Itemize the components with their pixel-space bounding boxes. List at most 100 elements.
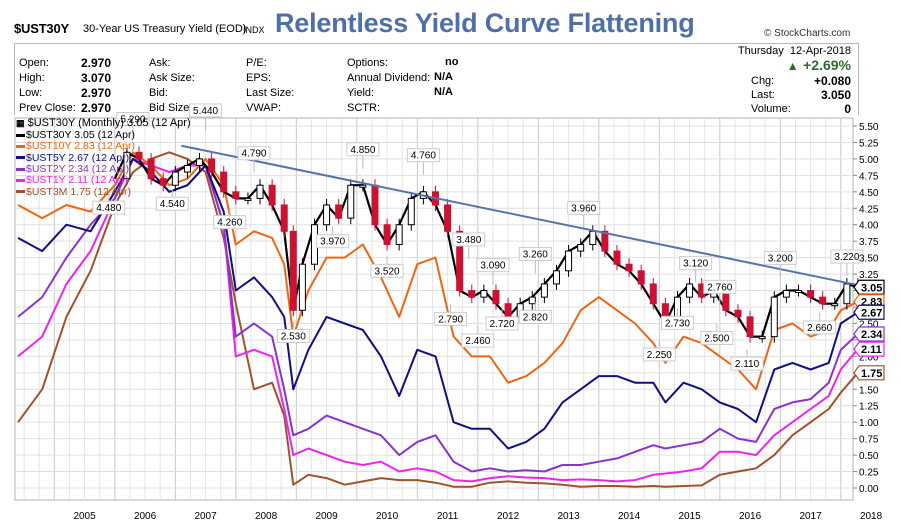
- annotation-box: [763, 250, 797, 265]
- candle-body: [280, 204, 288, 232]
- series-line-ust5y: [17, 157, 859, 450]
- last-value-tag: 2.34: [853, 326, 885, 342]
- candle-body: [565, 250, 573, 272]
- annotation-box: [518, 309, 552, 324]
- candle-body: [395, 224, 403, 245]
- yield-label: Yield:: [347, 87, 375, 99]
- last-value-tag-text: 2.67: [861, 307, 882, 319]
- annotation-box: [476, 258, 510, 273]
- ask-label: Ask:: [149, 57, 171, 69]
- annotation: 2.790: [434, 304, 468, 326]
- candle-body: [456, 230, 464, 292]
- y-tick-label: 4.00: [859, 221, 879, 232]
- annotation: 2.110: [730, 349, 764, 371]
- last-value-tag: 2.11: [853, 341, 885, 357]
- options-value: no: [445, 56, 459, 68]
- candle-body: [359, 184, 367, 188]
- legend-swatch: [16, 178, 25, 182]
- legend-label: $UST5Y 2.67 (12 Apr): [26, 151, 130, 164]
- annotation-box: [346, 142, 380, 157]
- chg-label: Chg:: [751, 75, 775, 87]
- y-tick-label: 4.50: [859, 188, 879, 199]
- annotation: 3.970: [316, 226, 350, 249]
- candle-body: [782, 290, 790, 298]
- legend-swatch: [16, 156, 25, 160]
- annotation-label: 3.260: [523, 249, 548, 260]
- annotation-box: [452, 232, 486, 247]
- annotation-label: 5.440: [193, 106, 218, 117]
- candle-body: [577, 243, 585, 252]
- last-value-tag-box: [853, 326, 885, 342]
- last-value-tag-text: 3.05: [861, 282, 882, 294]
- y-tick-label: 5.25: [859, 138, 879, 149]
- annotation-box: [703, 279, 737, 294]
- volume-label: Volume:: [751, 103, 791, 115]
- annotation-box: [276, 328, 310, 343]
- y-tick-label: 1.50: [859, 385, 879, 396]
- annotation-label: 2.760: [707, 282, 732, 293]
- low-value: 2.970: [81, 86, 112, 100]
- annotation-label: 3.960: [571, 203, 596, 214]
- low-label: Low:: [19, 87, 43, 99]
- trendline: [181, 144, 863, 287]
- last-value-tag-box: [853, 279, 885, 295]
- annotation-label: 4.760: [411, 151, 436, 162]
- annotation-label: 3.090: [480, 261, 505, 272]
- annotation: 2.460: [461, 326, 495, 348]
- x-tick-label: 2018: [860, 511, 883, 522]
- chart-title: Relentless Yield Curve Flattening: [275, 8, 695, 38]
- annotation: 4.540: [155, 189, 189, 211]
- x-tick-label: 2014: [618, 511, 641, 522]
- volume-value: 0: [844, 102, 851, 116]
- annotation: 2.820: [518, 302, 552, 324]
- annotation-label: 2.790: [438, 314, 463, 325]
- candle-body: [819, 296, 827, 305]
- annotation-box: [92, 200, 126, 215]
- candle-body: [298, 263, 306, 311]
- y-tick-label: 3.75: [859, 237, 879, 248]
- candle-body: [135, 151, 143, 160]
- legend-label: $UST2Y 2.34 (12 Apr): [26, 162, 130, 175]
- candle-body: [289, 230, 297, 311]
- last-value-tag-text: 2.11: [861, 344, 882, 356]
- annotation-label: 2.500: [704, 333, 729, 344]
- candle-body: [601, 230, 609, 252]
- candle-body: [347, 184, 355, 219]
- yield-value: N/A: [434, 86, 453, 98]
- x-tick-label: 2013: [557, 511, 580, 522]
- annotation: 4.850: [346, 142, 380, 169]
- annotation-label: 4.480: [96, 203, 121, 214]
- annotation-label: 3.120: [683, 259, 708, 270]
- annotation: 3.220: [830, 249, 864, 277]
- high-label: High:: [19, 72, 45, 84]
- candle-body: [746, 316, 754, 338]
- chart-type-icon: ▦: [16, 118, 25, 128]
- candle-body: [843, 283, 851, 305]
- annual-dividend-value: N/A: [434, 71, 453, 83]
- trendline-layer: [181, 144, 863, 287]
- last-value: 3.050: [820, 88, 851, 102]
- annotation: 3.120: [679, 256, 713, 283]
- candle-body: [407, 197, 415, 226]
- annotation-label: 4.790: [241, 149, 266, 160]
- legend-swatch: [16, 145, 25, 149]
- annual-dividend-label: Annual Dividend:: [347, 72, 431, 84]
- last-value-tag: 1.75: [853, 365, 885, 381]
- annotation-label: 3.220: [834, 252, 859, 263]
- y-tick-label: 2.50: [859, 319, 879, 330]
- y-tick-label: 0.00: [859, 484, 879, 495]
- symbol-description: 30-Year US Treasury Yield (EOD): [83, 23, 247, 35]
- candle-body: [625, 263, 633, 272]
- y-tick-label: 1.25: [859, 402, 879, 413]
- annotation-label: 2.250: [647, 350, 672, 361]
- last-value-tag-box: [853, 365, 885, 381]
- annotation-label: 3.970: [320, 237, 345, 248]
- annotations-layer: 5.290 4.480 5.440 4.540 4.260 4.790 2.530 3.970…: [92, 103, 864, 371]
- annotation-box: [116, 112, 150, 127]
- candle-body: [123, 151, 131, 180]
- annotation-label: 3.480: [456, 235, 481, 246]
- candle-body: [480, 290, 488, 298]
- legend-item: $UST3M 1.75 (12 Apr): [16, 186, 131, 198]
- annotation-label: 3.520: [375, 266, 400, 277]
- candle-body: [220, 171, 228, 193]
